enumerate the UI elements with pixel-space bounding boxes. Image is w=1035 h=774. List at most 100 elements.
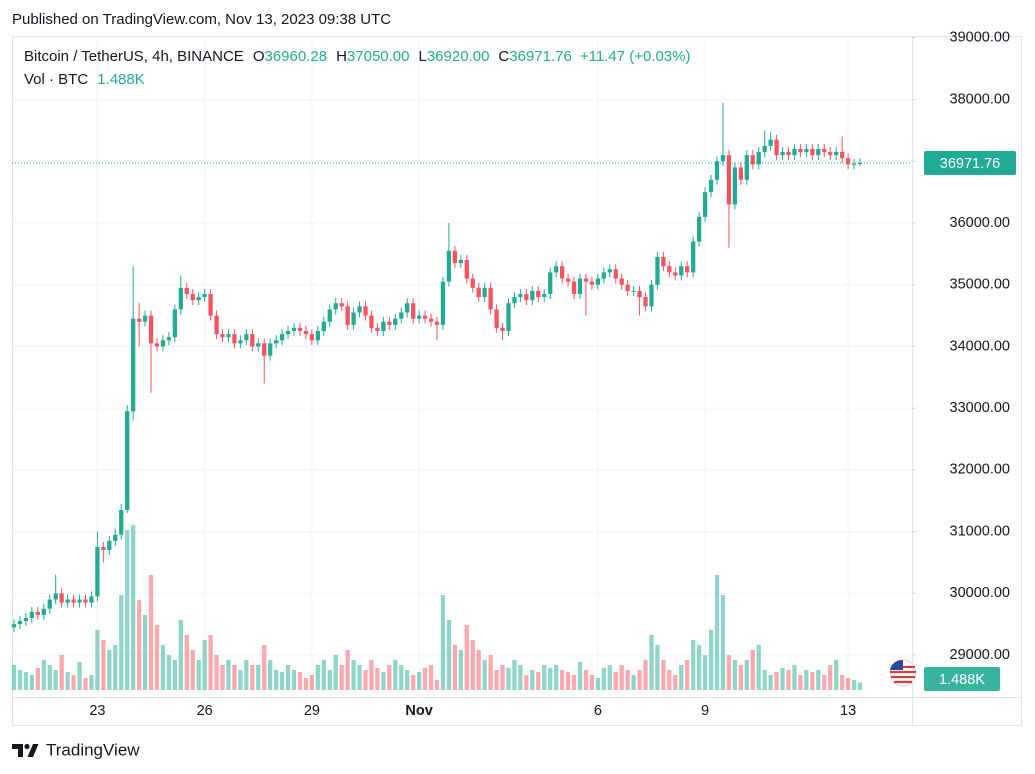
volume-bar [393,660,398,690]
candle-body [125,411,130,510]
candle-body [518,293,523,298]
volume-bar [184,635,189,690]
candle-body [83,599,88,603]
volume-bar [29,675,35,690]
volume-bar [446,620,452,690]
volume-bar [554,665,559,690]
volume-bar [77,662,82,690]
candle-body [363,306,368,316]
footer-logo [12,743,39,757]
volume-bar [857,682,863,690]
volume-bar [226,660,231,690]
candle-pane [11,102,863,633]
volume-bar [744,660,749,690]
candle-body [631,290,636,292]
volume-bar [440,595,446,690]
volume-badge [924,667,1000,691]
candle-body [595,278,601,285]
volume-bar [607,665,612,690]
candle-body [726,155,732,205]
y-tick-label: 38000.00 [950,91,1010,107]
volume-bar [238,670,243,690]
candle-body [661,256,666,267]
x-tick-label: 23 [89,703,105,719]
candle-body [29,611,35,619]
candle-body [333,303,338,310]
candle-body [345,306,350,325]
candle-body [315,331,320,341]
candle-body [822,148,827,153]
candle-body [154,343,160,347]
volume-bar [774,672,779,690]
volume-bar [726,655,732,690]
volume-bar [619,665,624,690]
candle-body [446,250,452,282]
candle-body [482,287,487,298]
volume-bar [482,660,487,690]
x-tick-label: 29 [304,703,320,719]
candle-body [232,334,237,344]
candle-body [768,139,773,146]
candle-body [399,312,404,319]
candle-body [291,327,297,332]
candle-body [23,618,29,622]
volume-bar [661,660,666,690]
volume-bar [148,575,154,690]
y-tick-label: 32000.00 [950,462,1010,478]
ohlc-label: C [498,48,509,65]
ohlc-value: 36960.28 [265,48,328,65]
volume-bar [321,660,326,690]
candle-body [470,278,475,288]
x-tick-label: Nov [405,703,432,719]
candle-body [71,599,76,603]
volume-bar [738,665,743,690]
candle-body [244,334,249,341]
volume-bar [59,655,64,690]
candle-body [416,315,422,319]
volume-legend: Vol · BTC 1.488K [24,71,145,88]
candle-body [524,293,529,301]
volume-bar [839,675,845,690]
candle-body [41,608,46,615]
volume-bar [476,650,481,690]
axes: 29000.00 30000.00 31000.00 32000.00 33000.00… [12,30,1016,719]
y-tick-label: 29000.00 [950,647,1010,663]
volume-bar [387,665,392,690]
volume-bar [357,665,362,690]
candle-body [59,593,64,603]
candle-body [309,334,315,341]
volume-bar [428,665,434,690]
volume-bar [637,670,642,690]
candle-body [393,318,398,325]
candle-body [285,331,291,335]
candle-body [184,287,189,294]
volume-bar [488,655,493,690]
candle-body [142,315,148,322]
candle-body [839,152,845,159]
candle-body [107,540,112,551]
candle-body [351,312,356,325]
candle-body [321,321,326,332]
volume-bar [297,672,303,690]
volume-bar [172,660,178,690]
volume-bar [363,670,368,690]
change-value: +11.47 (+0.03%) [580,48,691,65]
candle-body [679,266,684,276]
candle-body [834,152,839,156]
candle-body [488,287,493,310]
published-header: Published on TradingView.com, Nov 13, 20… [12,11,391,28]
candle-body [405,303,410,313]
candle-body [214,315,219,335]
candle-body [202,293,207,298]
candle-body [756,152,761,165]
ohlc-label: H [336,48,347,65]
volume-bar [834,660,839,690]
symbol-legend: Bitcoin / TetherUS, 4h, BINANCE O36960.28… [24,48,690,65]
volume-bar [125,530,130,690]
volume-bar [518,665,523,690]
candle-body [89,596,94,603]
candle-body [220,334,225,338]
logo-mark [12,744,23,757]
volume-bar [452,645,458,690]
